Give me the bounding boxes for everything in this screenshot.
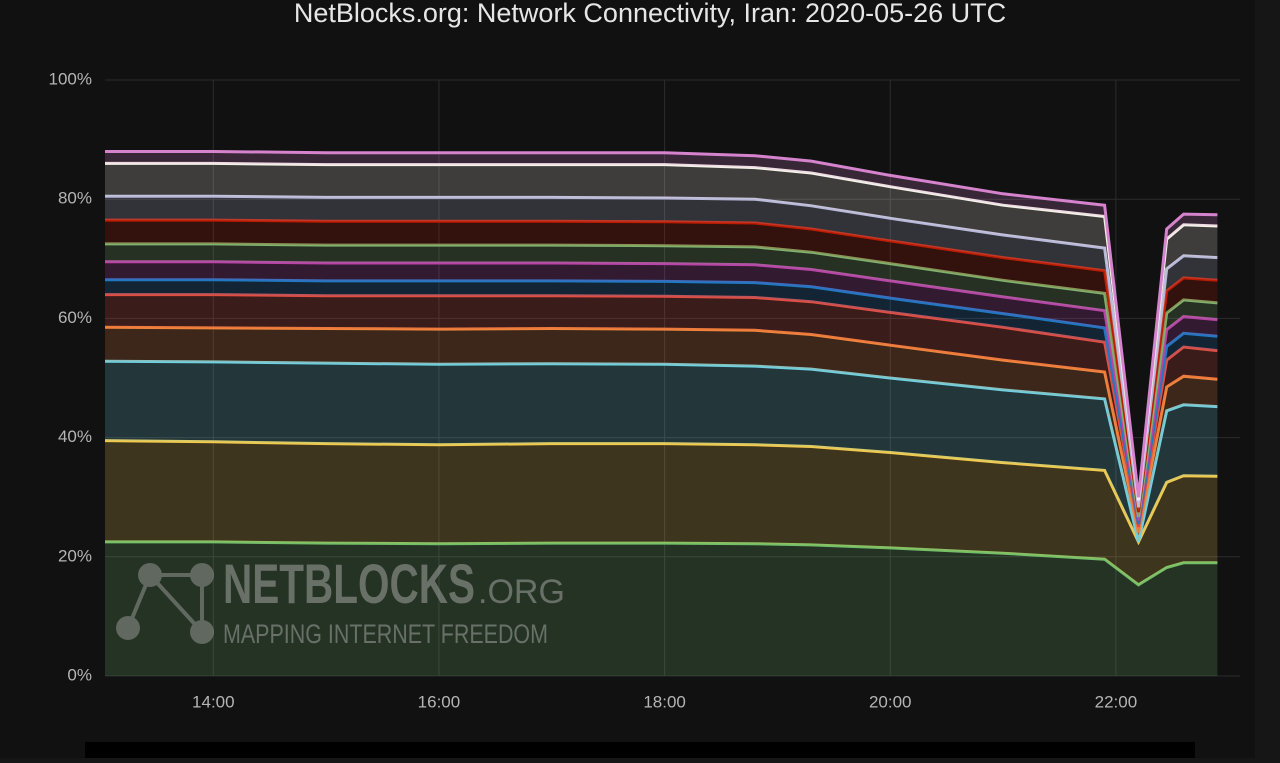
series-line: [104, 359, 1218, 543]
y-tick-label: 60%: [58, 308, 92, 327]
areas: [104, 150, 1218, 676]
x-tick-label: 18:00: [643, 692, 686, 711]
series-line: [105, 540, 1218, 587]
y-tick-label: 40%: [58, 427, 92, 446]
x-tick-label: 16:00: [418, 692, 461, 711]
series-line: [105, 260, 1218, 521]
series-line: [104, 439, 1218, 546]
x-tick-label: 20:00: [869, 692, 912, 711]
logo-dot: [190, 620, 214, 644]
series-line: [105, 150, 1218, 498]
y-tick-label: 0%: [67, 665, 92, 684]
series-line: [105, 293, 1218, 528]
area: [105, 327, 1218, 542]
watermark-brand: NETBLOCKS: [223, 552, 475, 615]
series-line: [104, 325, 1218, 534]
watermark-domain: .ORG: [478, 573, 565, 611]
panel: [0, 0, 1255, 758]
logo-dot: [116, 616, 140, 640]
x-tick-label: 14:00: [192, 692, 235, 711]
watermark: NETBLOCKS .ORG MAPPING INTERNET FREEDOM: [116, 552, 565, 649]
series-line: [105, 218, 1218, 513]
series-line: [105, 194, 1218, 508]
logo-dot: [138, 563, 162, 587]
logo-dot: [190, 563, 214, 587]
area: [105, 361, 1218, 542]
series-line: [105, 278, 1218, 525]
series-line: [105, 242, 1218, 518]
watermark-tagline: MAPPING INTERNET FREEDOM: [223, 619, 548, 649]
area: [105, 294, 1218, 533]
y-tick-label: 20%: [58, 546, 92, 565]
y-tick-label: 100%: [49, 69, 92, 88]
bottom-strip: [85, 742, 1195, 758]
x-tick-label: 22:00: [1095, 692, 1138, 711]
area: [105, 541, 1218, 676]
y-tick-label: 80%: [58, 189, 92, 208]
logo-lines: [126, 573, 204, 634]
chart-title: NetBlocks.org: Network Connectivity, Ira…: [294, 0, 1006, 28]
area: [105, 440, 1218, 585]
